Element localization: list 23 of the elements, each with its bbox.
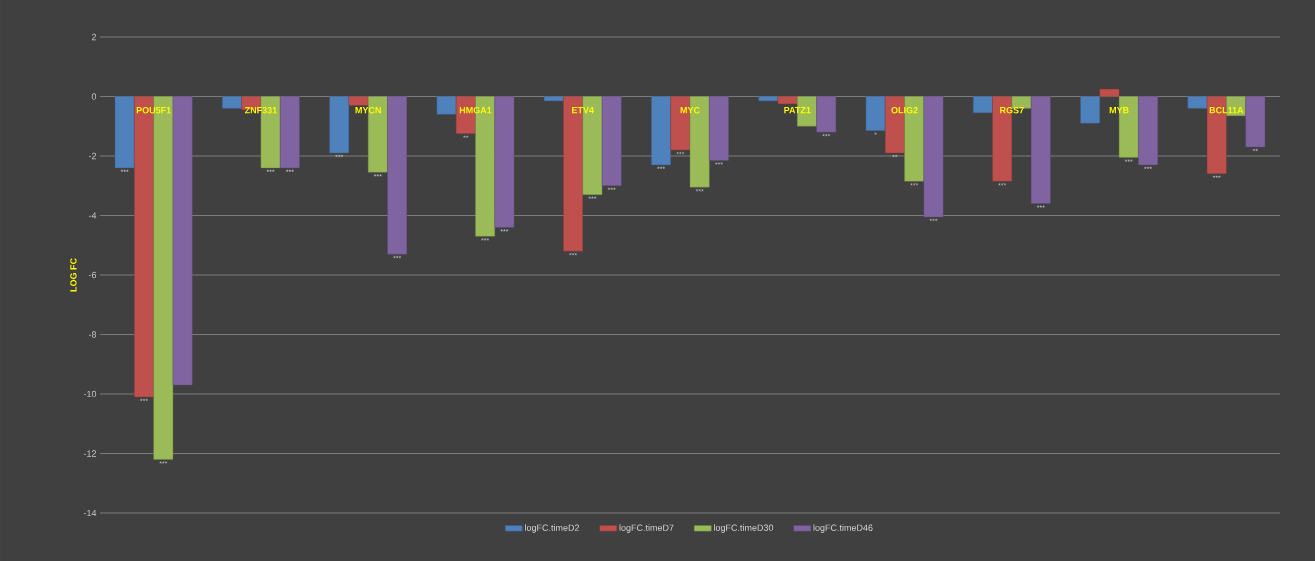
x-tick-label: POU5F1	[136, 107, 171, 114]
y-tick-label: -8	[88, 331, 97, 338]
x-tick-label: OLIG2	[891, 107, 918, 114]
x-tick-label: HMGA1	[459, 107, 492, 114]
y-tick-label: -14	[83, 509, 97, 517]
y-tick-label: 2	[91, 33, 97, 41]
legend-label: logFC.timeD30	[714, 524, 774, 533]
legend-label: logFC.timeD46	[813, 524, 873, 533]
x-tick-label: MYCN	[355, 107, 381, 114]
x-tick-label: ZNF331	[244, 107, 277, 114]
x-tick-label: MYC	[680, 107, 700, 114]
y-tick-label: -2	[88, 152, 97, 160]
y-axis-title: LOG FC	[70, 258, 77, 292]
x-tick-label: RGS7	[1000, 107, 1024, 114]
x-tick-label: MYB	[1109, 107, 1129, 114]
legend-label: logFC.timeD2	[525, 524, 580, 533]
y-tick-label: -12	[83, 450, 97, 457]
x-tick-label: BCL11A	[1209, 107, 1244, 114]
legend-label: logFC.timeD7	[619, 524, 674, 533]
y-tick-label: 0	[91, 93, 97, 100]
y-tick-label: -6	[88, 271, 97, 279]
y-tick-label: -10	[83, 390, 97, 398]
y-tick-label: -4	[88, 212, 97, 219]
